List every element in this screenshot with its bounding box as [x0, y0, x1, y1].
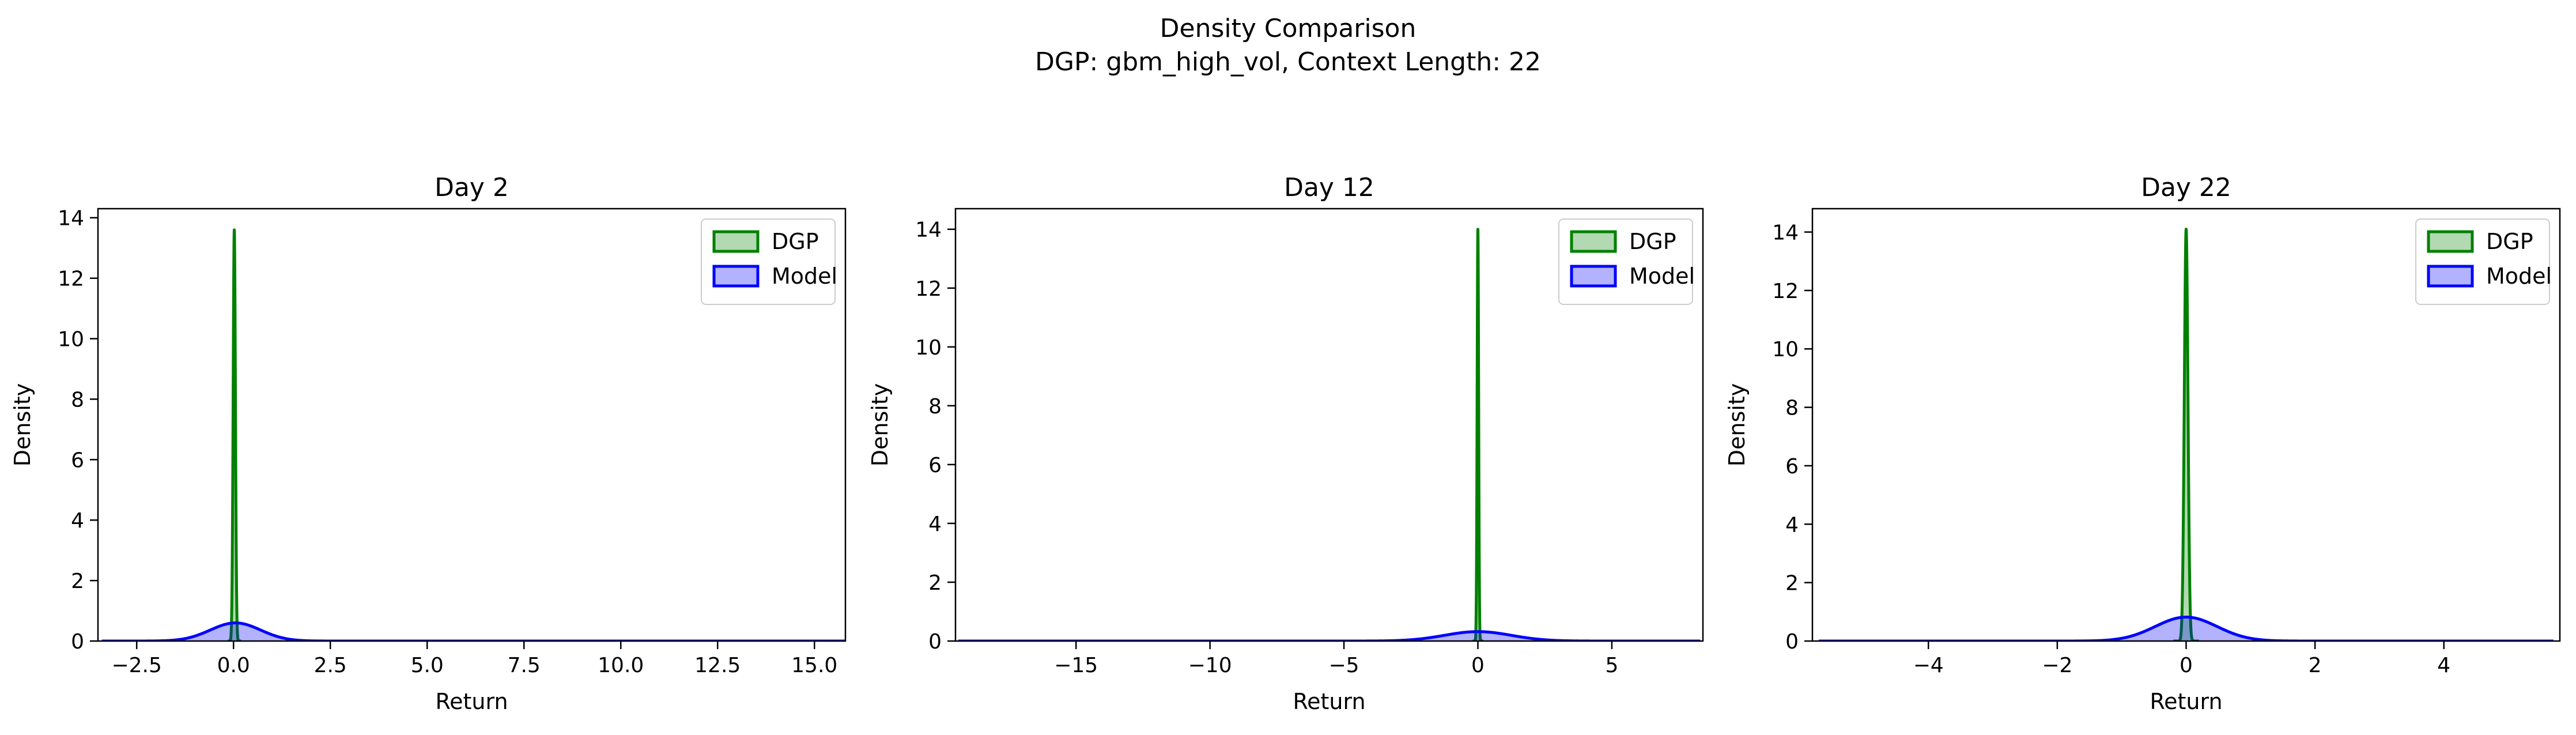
x-tick-label: −15 [1054, 654, 1098, 677]
y-tick-label: 0 [928, 630, 942, 654]
y-tick-label: 2 [1785, 572, 1799, 595]
model-density-fill [958, 631, 1701, 641]
y-tick-label: 12 [1772, 280, 1799, 303]
y-tick-label: 10 [915, 336, 942, 360]
x-tick-label: −5 [1329, 654, 1359, 677]
legend-label-dgp: DGP [2486, 229, 2533, 254]
x-axis-label: Return [1293, 689, 1365, 714]
y-tick-label: 6 [1785, 455, 1799, 478]
y-tick-label: 0 [1785, 630, 1799, 654]
x-tick-label: 0 [1471, 654, 1485, 677]
legend: DGP Model [2415, 218, 2552, 305]
axes-frame [954, 208, 1704, 642]
x-tick-label: 0.0 [217, 654, 250, 677]
y-tick-label: 10 [58, 328, 84, 352]
x-tick-label: 2.5 [314, 654, 347, 677]
x-tick-label: 0 [2180, 654, 2193, 677]
legend-box [1558, 218, 1693, 305]
legend: DGP Model [1558, 218, 1695, 305]
y-tick-label: 12 [58, 267, 84, 291]
y-tick-label: 6 [71, 448, 84, 472]
y-tick-label: 10 [1772, 338, 1799, 361]
axes-frame [97, 208, 847, 642]
subplot-panels: −2.5 0.0 2.5 5.0 7.5 10.0 12.5 15.0 0 2 4 6 8 10 12 14 D… [10, 173, 2561, 714]
y-tick-label: 14 [915, 218, 942, 242]
legend-swatch-dgp [1570, 230, 1617, 253]
y-tick-label: 12 [915, 277, 942, 301]
x-tick-label: −2 [2042, 654, 2072, 677]
y-tick-label: 2 [71, 570, 84, 593]
y-tick-label: 6 [928, 454, 942, 477]
legend-box [701, 218, 836, 305]
y-tick-label: 4 [1785, 513, 1799, 537]
model-density-fill [1819, 617, 2554, 641]
x-tick-label: 15.0 [791, 654, 837, 677]
y-tick-label: 0 [71, 630, 84, 654]
y-tick-label: 14 [1772, 221, 1799, 245]
dgp-density-fill [2173, 229, 2199, 641]
legend-swatch-dgp [712, 230, 760, 253]
subplot-title: Day 22 [2141, 173, 2231, 202]
model-density-line [101, 621, 845, 641]
legend-label-model: Model [1629, 263, 1695, 289]
subplot-2: −15 −10 −5 0 5 0 2 4 6 8 10 12 14 Day 12 Return Density… [867, 173, 1704, 714]
legend-swatch-model [1570, 265, 1617, 288]
x-tick-label: 10.0 [598, 654, 644, 677]
figure-title-line-1: Density Comparison [1160, 14, 1417, 43]
x-axis-label: Return [435, 689, 508, 714]
x-tick-label: 4 [2437, 654, 2450, 677]
y-tick-label: 14 [58, 207, 84, 231]
legend-swatch-model [2427, 265, 2474, 288]
figure-title-line-2: DGP: gbm_high_vol, Context Length: 22 [1035, 47, 1541, 77]
legend-label-model: Model [2486, 263, 2552, 289]
y-axis-label: Density [867, 383, 893, 466]
x-axis-label: Return [2150, 689, 2222, 714]
x-tick-label: 5 [1605, 654, 1618, 677]
subplot-1: −2.5 0.0 2.5 5.0 7.5 10.0 12.5 15.0 0 2 4 6 8 10 12 14 D… [10, 173, 847, 714]
x-tick-label: 12.5 [694, 654, 741, 677]
y-tick-label: 8 [71, 388, 84, 412]
y-tick-label: 4 [928, 512, 942, 536]
legend: DGP Model [701, 218, 837, 305]
x-tick-label: 5.0 [411, 654, 444, 677]
y-tick-label: 4 [71, 509, 84, 533]
y-tick-label: 8 [928, 395, 942, 419]
model-density-line [957, 630, 1701, 641]
subplot-title: Day 2 [435, 173, 509, 202]
y-axis-label: Density [1724, 383, 1750, 466]
subplot-3: −4 −2 0 2 4 0 2 4 6 8 10 12 14 Day 22 Return Density DGP… [1724, 173, 2561, 714]
subplot-title: Day 12 [1284, 173, 1374, 202]
y-tick-label: 2 [928, 571, 942, 595]
y-tick-label: 8 [1785, 397, 1799, 420]
legend-swatch-dgp [2427, 230, 2474, 253]
legend-swatch-model [712, 265, 760, 288]
x-tick-label: −2.5 [111, 654, 161, 677]
x-tick-label: 2 [2309, 654, 2322, 677]
legend-box [2415, 218, 2550, 305]
x-tick-label: 7.5 [508, 654, 541, 677]
legend-label-dgp: DGP [1629, 229, 1676, 254]
model-density-line [1818, 615, 2555, 641]
legend-label-dgp: DGP [772, 229, 819, 254]
y-axis-label: Density [10, 383, 35, 466]
legend-label-model: Model [772, 263, 837, 289]
x-tick-label: −10 [1188, 654, 1232, 677]
x-tick-label: −4 [1913, 654, 1944, 677]
model-density-fill [101, 623, 845, 641]
